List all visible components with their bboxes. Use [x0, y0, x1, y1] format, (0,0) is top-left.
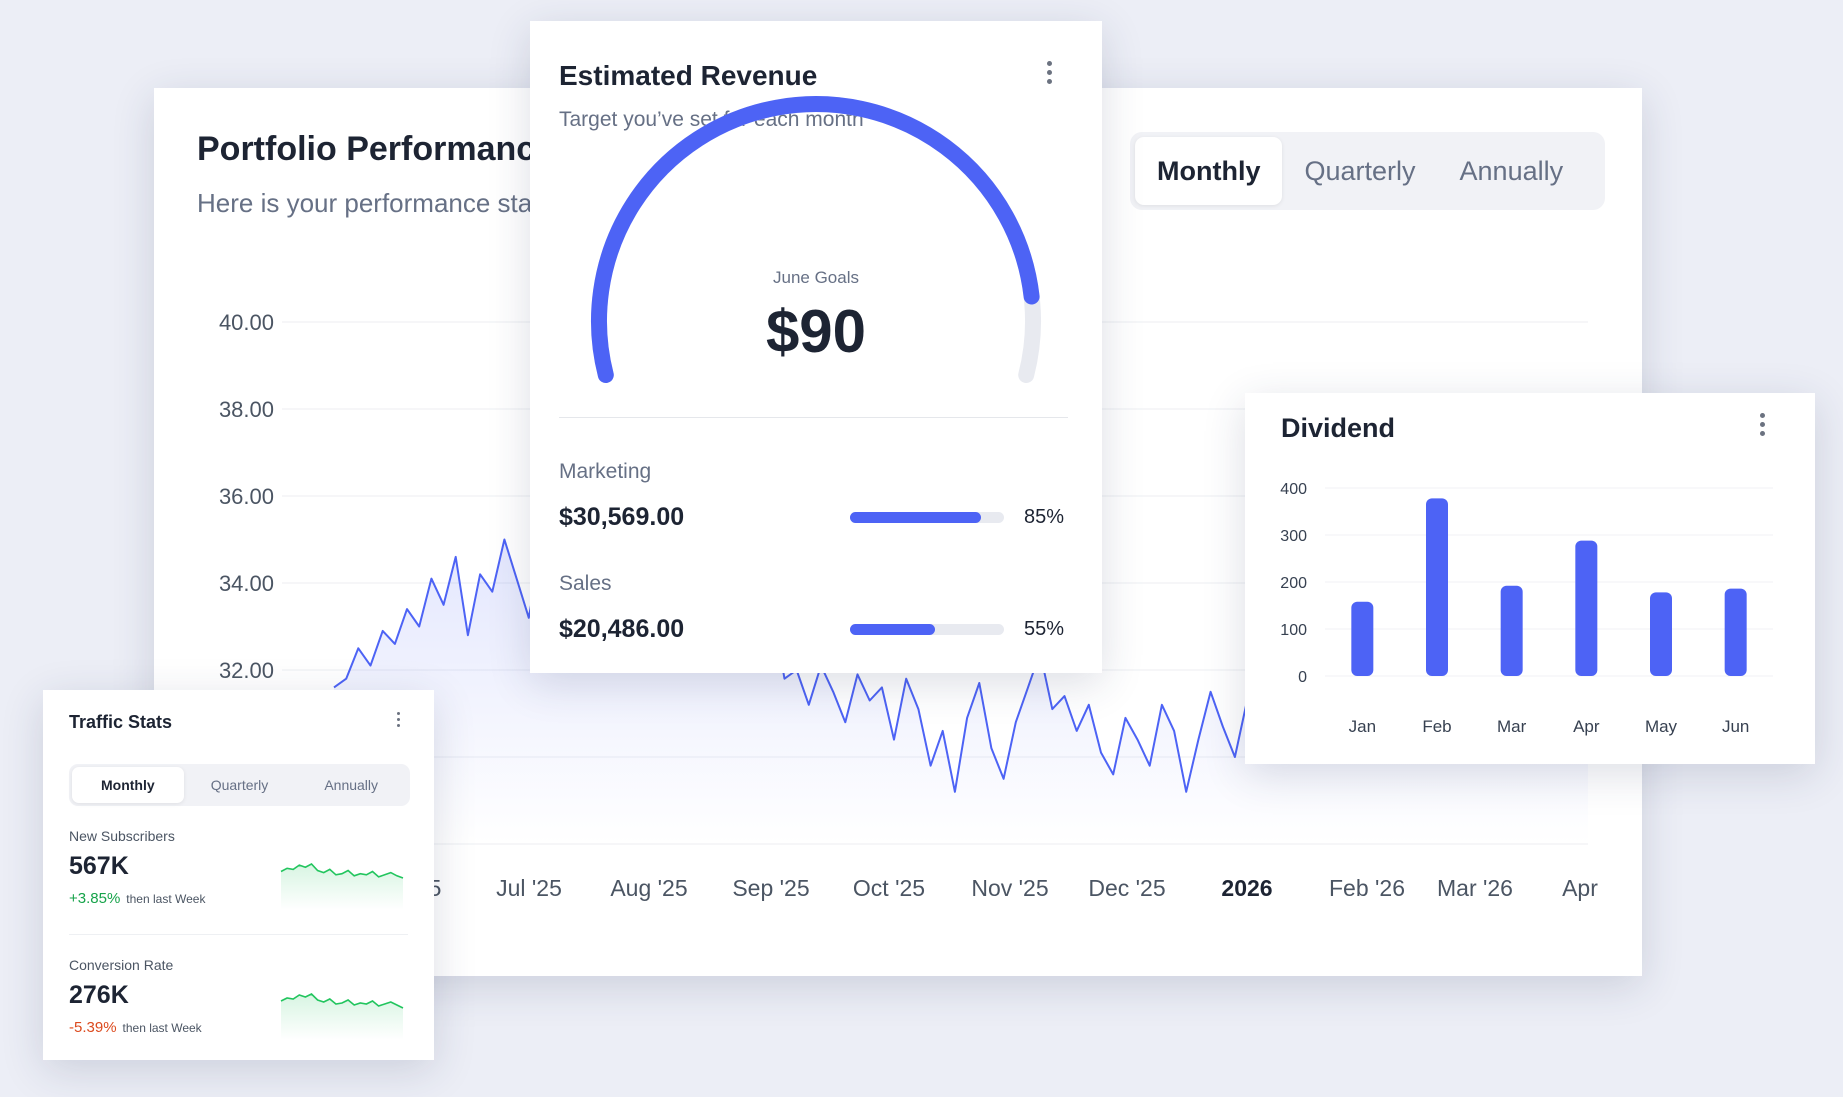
marketing-percent: 85%: [1024, 506, 1065, 528]
bar: [1650, 592, 1672, 676]
traffic-more-icon[interactable]: [395, 712, 401, 727]
conversion-sparkline: [280, 993, 404, 1040]
y-tick-label: 34.00: [219, 571, 274, 596]
revenue-more-icon[interactable]: [1046, 61, 1052, 84]
estimated-revenue-card: Estimated Revenue Target you’ve set for …: [530, 21, 1102, 673]
x-tick-label: Mar '26: [1437, 875, 1513, 901]
marketing-label: Marketing: [559, 460, 652, 483]
traffic-period-toggle: Monthly Quarterly Annually: [69, 764, 410, 806]
portfolio-title: Portfolio Performance: [197, 130, 555, 168]
sales-label: Sales: [559, 572, 612, 595]
conversion-value: 276K: [69, 981, 129, 1009]
x-tick-label: May: [1645, 717, 1678, 736]
marketing-progress-track: [850, 512, 1004, 523]
x-tick-label: Nov '25: [971, 875, 1048, 901]
conversion-label: Conversion Rate: [69, 957, 174, 973]
gauge-label: June Goals: [773, 268, 859, 287]
x-tick-label: Aug '25: [610, 875, 687, 901]
x-tick-label: 2026: [1221, 875, 1272, 901]
x-tick-label: Sep '25: [732, 875, 809, 901]
x-tick-label: Mar: [1497, 717, 1527, 736]
bar: [1500, 585, 1523, 676]
y-tick-label: 100: [1280, 622, 1307, 639]
x-tick-label: Dec '25: [1088, 875, 1165, 901]
dividend-title: Dividend: [1281, 413, 1396, 443]
x-tick-label: Feb: [1422, 717, 1451, 736]
traffic-stats-card: Traffic Stats Monthly Quarterly Annually…: [43, 690, 434, 1060]
marketing-progress-fill: [850, 512, 981, 523]
sparkline-area: [281, 864, 403, 910]
stats-divider: [69, 934, 408, 935]
bar: [1426, 498, 1448, 676]
traffic-tab-monthly[interactable]: Monthly: [72, 767, 184, 803]
y-tick-label: 200: [1280, 575, 1307, 592]
sparkline-area: [281, 994, 403, 1040]
dividend-more-icon[interactable]: [1759, 413, 1765, 436]
portfolio-tab-quarterly[interactable]: Quarterly: [1304, 155, 1416, 186]
y-tick-label: 36.00: [219, 484, 274, 509]
sales-amount: $20,486.00: [559, 615, 685, 643]
x-tick-label: Apr: [1562, 875, 1598, 901]
subscribers-change: +3.85% then last Week: [69, 890, 205, 907]
sales-progress-fill: [850, 624, 935, 635]
bar: [1724, 588, 1747, 676]
y-tick-label: 0: [1298, 669, 1307, 686]
subscribers-sparkline: [280, 863, 404, 910]
conversion-change: -5.39% then last Week: [69, 1019, 202, 1036]
sparkline-line: [280, 863, 404, 879]
x-tick-label: Apr: [1573, 717, 1600, 736]
revenue-gauge: [591, 96, 1041, 383]
conversion-change-percent: -5.39%: [69, 1019, 117, 1036]
dividend-card: Dividend 400 300 200 100 0 Jan Feb Mar Apr May Jun: [1245, 393, 1815, 764]
portfolio-period-toggle: Monthly Quarterly Annually: [1130, 132, 1605, 210]
bar: [1351, 601, 1374, 676]
marketing-amount: $30,569.00: [559, 503, 685, 531]
subscribers-value: 567K: [69, 852, 129, 880]
y-tick-label: 40.00: [219, 310, 274, 335]
y-tick-label: 300: [1280, 528, 1307, 545]
gauge-fill: [591, 96, 1040, 383]
x-tick-label: Jul '25: [496, 875, 562, 901]
dividend-bar-chart: 400 300 200 100 0 Jan Feb Mar Apr May Jun: [1280, 481, 1773, 736]
y-tick-label: 32.00: [219, 658, 274, 683]
conversion-change-note: then last Week: [122, 1021, 202, 1035]
subscribers-change-note: then last Week: [126, 892, 206, 906]
sales-progress-track: [850, 624, 1004, 635]
y-tick-label: 38.00: [219, 397, 274, 422]
gauge-value: $90: [765, 298, 867, 365]
sparkline-line: [280, 993, 404, 1009]
y-tick-label: 400: [1280, 481, 1307, 498]
traffic-tab-annually[interactable]: Annually: [324, 777, 379, 793]
traffic-title: Traffic Stats: [69, 712, 173, 732]
revenue-divider: [559, 417, 1068, 418]
x-tick-label: Oct '25: [853, 875, 925, 901]
x-tick-label: Feb '26: [1329, 875, 1405, 901]
revenue-title: Estimated Revenue: [559, 60, 818, 91]
subscribers-change-percent: +3.85%: [69, 890, 121, 907]
x-tick-label: Jan: [1349, 717, 1376, 736]
portfolio-tab-annually[interactable]: Annually: [1459, 155, 1564, 186]
subscribers-label: New Subscribers: [69, 828, 175, 844]
bar: [1575, 540, 1598, 676]
sales-percent: 55%: [1024, 618, 1065, 640]
traffic-tab-quarterly[interactable]: Quarterly: [210, 777, 269, 793]
x-tick-label: Jun: [1722, 717, 1749, 736]
portfolio-tab-monthly[interactable]: Monthly: [1135, 137, 1283, 205]
